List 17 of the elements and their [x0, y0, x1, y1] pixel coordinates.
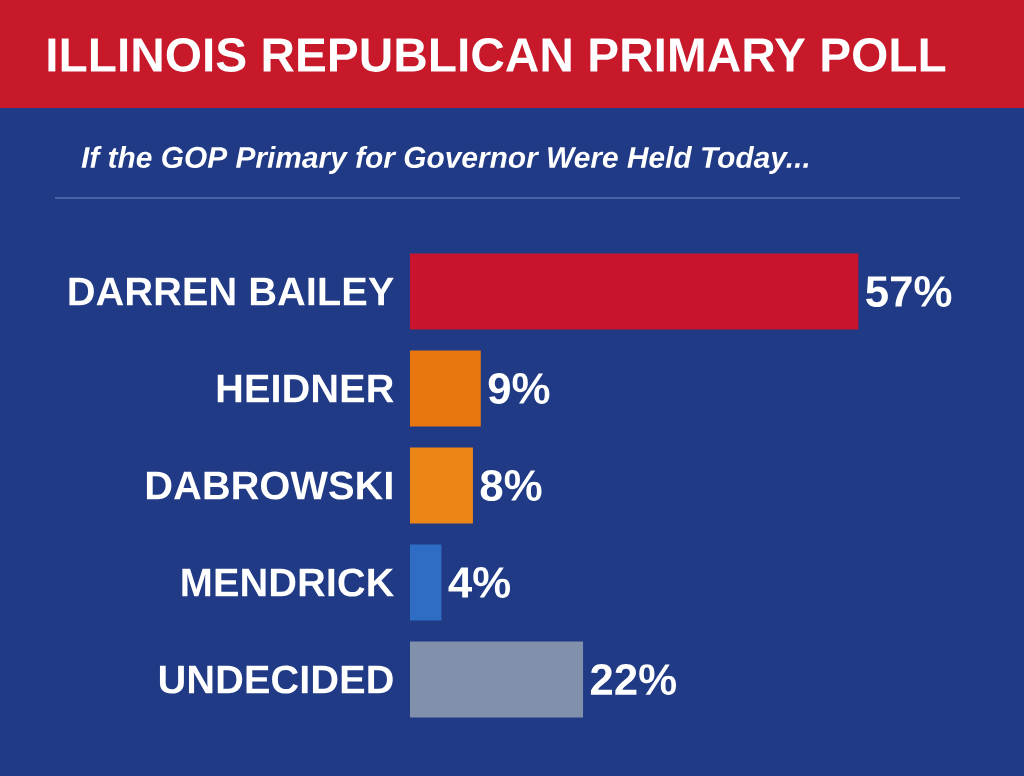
bar [410, 350, 481, 427]
data-label: 8% [480, 469, 542, 502]
y-tick-label: HEIDNER [217, 374, 394, 403]
y-tick-label: MENDRICK [182, 568, 395, 597]
bar [410, 544, 442, 621]
bar [410, 253, 859, 330]
data-label: 57% [866, 276, 952, 307]
data-label: 4% [448, 567, 511, 598]
chart-title: ILLINOIS REPUBLICAN PRIMARY POLL [48, 38, 946, 72]
data-label: 22% [590, 664, 676, 695]
y-tick-label: DARREN BAILEY [69, 277, 394, 306]
data-label: 9% [488, 372, 550, 405]
y-tick-label: DABROWSKI [146, 471, 392, 500]
bar [410, 447, 473, 524]
y-tick-label: UNDECIDED [159, 665, 393, 694]
bar [410, 641, 584, 718]
chart-subtitle: If the GOP Primary for Governor Were Held Today... [81, 146, 809, 174]
